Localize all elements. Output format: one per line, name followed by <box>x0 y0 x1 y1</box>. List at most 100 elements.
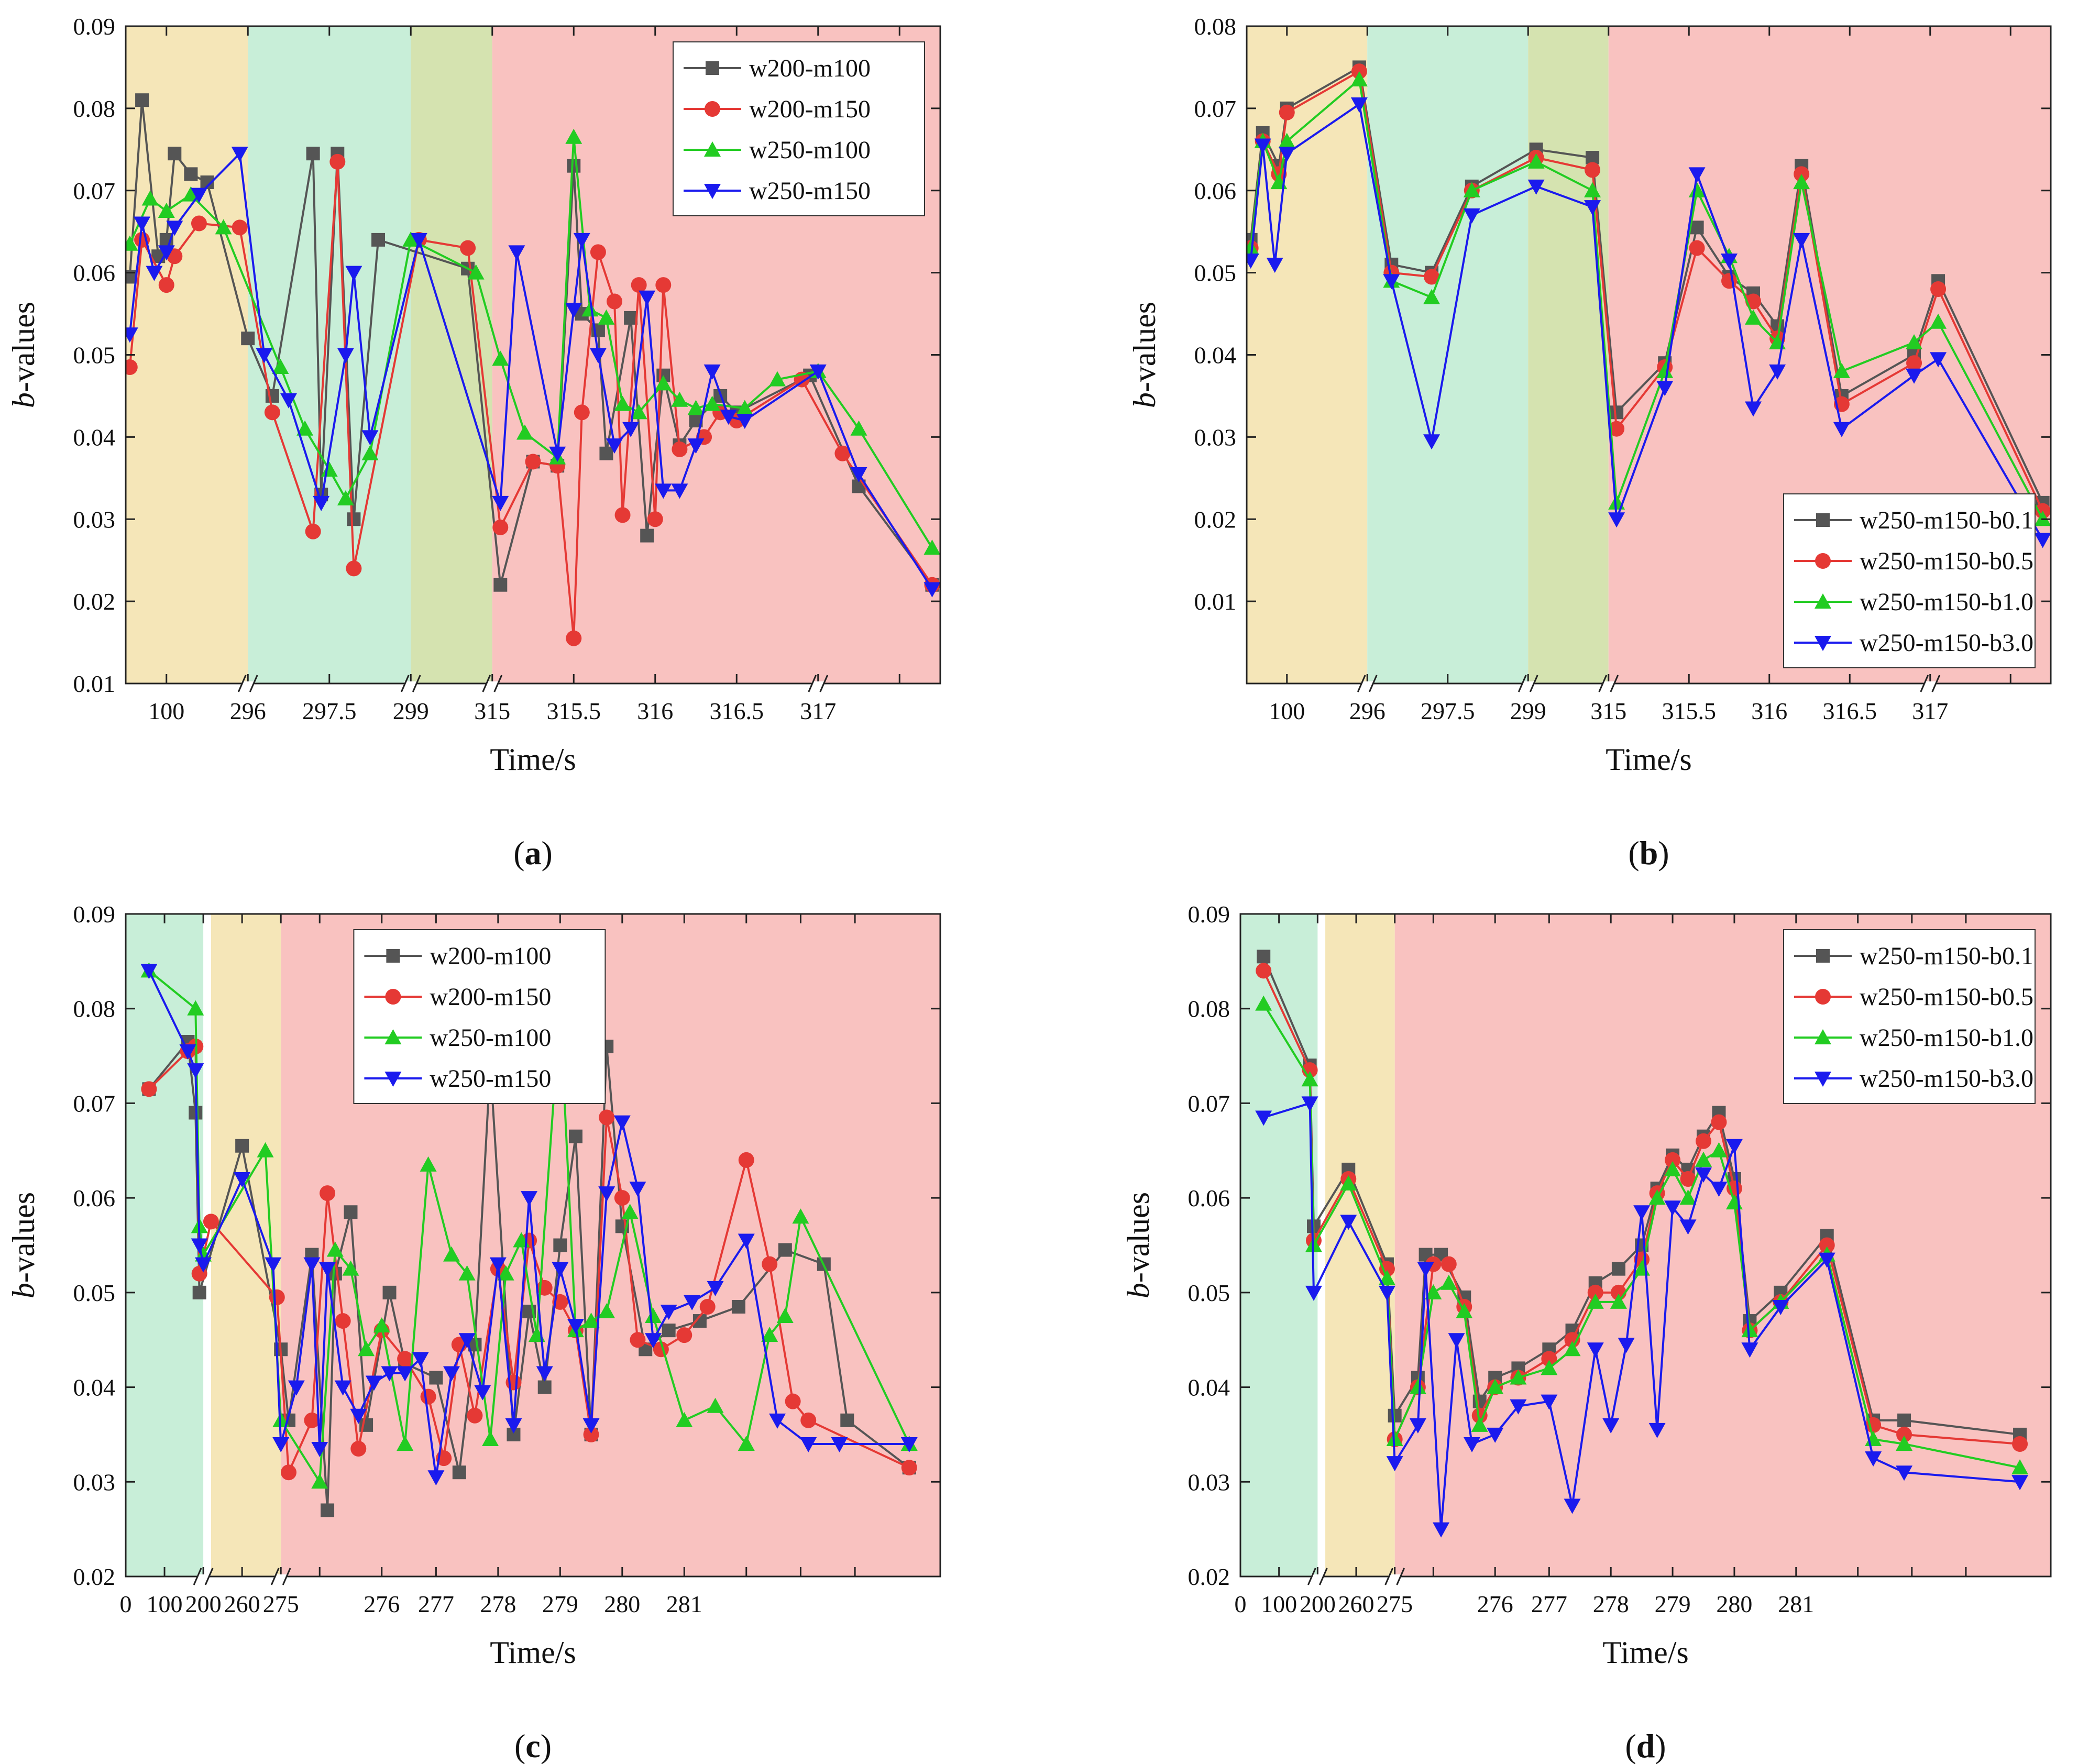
data-point-w250-m100 <box>420 1156 437 1172</box>
legend-label: w200-m100 <box>430 942 551 970</box>
legend-marker-w250-m100 <box>384 1029 402 1044</box>
data-point-w250-m100 <box>458 1265 476 1281</box>
data-point-w250-m150-b3.0 <box>1656 381 1674 396</box>
data-point-w250-m150 <box>458 1333 476 1349</box>
legend-label: w200-m150 <box>430 983 551 1011</box>
axis-break-mark <box>412 675 421 692</box>
data-point-w250-m150-b1.0 <box>1510 1369 1527 1385</box>
caption-close: ) <box>1655 1727 1666 1764</box>
data-point-w250-m150-b1.0 <box>1255 995 1272 1011</box>
data-point-w250-m150 <box>412 1352 429 1368</box>
legend-label: w200-m150 <box>749 95 871 123</box>
data-point-w250-m150-b3.0 <box>1664 1200 1681 1216</box>
data-point-w250-m150 <box>831 1437 848 1452</box>
y-tick-label: 0.02 <box>73 1563 116 1590</box>
data-point-w250-m150-b3.0 <box>1340 1215 1357 1230</box>
data-point-w250-m150-b3.0 <box>1433 1522 1450 1538</box>
data-point-w250-m100 <box>187 1000 204 1016</box>
data-point-w250-m150-b1.0 <box>1896 1436 1913 1451</box>
data-point-w250-m150-b3.0 <box>1305 1285 1322 1301</box>
data-point-w250-m150 <box>179 1044 196 1060</box>
data-point-w200-m150 <box>630 1332 646 1348</box>
data-point-w200-m150 <box>305 523 321 539</box>
legend-marker-w250-m150-b0.1 <box>1816 949 1830 963</box>
data-point-w250-m150-b1.0 <box>1745 309 1762 325</box>
data-point-w250-m100 <box>655 375 672 391</box>
data-point-w250-m150-b1.0 <box>1710 1142 1728 1157</box>
data-point-w250-m100 <box>402 231 420 247</box>
series-line-w200-m100 <box>148 1040 910 1512</box>
data-point-w250-m150-b1.0 <box>1695 1151 1712 1167</box>
data-point-w250-m150-b0.1 <box>1257 950 1271 964</box>
axis-break-mark <box>808 675 817 692</box>
x-axis-title: Time/s <box>1606 742 1692 777</box>
data-point-w250-m150 <box>195 1257 212 1273</box>
data-point-w200-m150 <box>607 293 622 310</box>
data-point-w250-m100 <box>598 309 615 325</box>
data-point-w200-m150 <box>320 1185 336 1201</box>
data-point-w250-m100 <box>126 235 138 251</box>
data-point-w250-m100 <box>257 1142 274 1157</box>
x-tick-label: 280 <box>604 1591 640 1617</box>
data-point-w250-m150 <box>187 1063 204 1079</box>
data-point-w250-m150-b3.0 <box>1301 1096 1318 1112</box>
data-point-w250-m150-b3.0 <box>1648 1423 1666 1438</box>
data-point-w250-m100 <box>671 391 688 407</box>
data-point-w250-m150 <box>655 483 672 499</box>
chart-panel-d: 0.020.030.040.050.060.070.080.090 100 200 2… <box>1121 901 2052 1764</box>
data-point-w250-m150 <box>361 430 379 446</box>
data-point-w250-m150-b3.0 <box>1741 1342 1758 1358</box>
axis-break-mark <box>270 1568 280 1585</box>
data-point-w200-m150 <box>901 1460 917 1476</box>
data-point-w250-m100 <box>215 219 232 235</box>
x-tick-label: 200 <box>1300 1591 1336 1617</box>
axis-break-gap <box>1522 681 1535 686</box>
axis-break-mark <box>1368 675 1378 692</box>
data-point-w250-m150 <box>598 1186 615 1202</box>
y-axis-title-variable: b <box>1127 392 1162 408</box>
legend-marker-w250-m150-b3.0 <box>1815 1072 1831 1087</box>
data-point-w250-m150 <box>508 245 525 261</box>
y-axis-title-variable: b <box>6 1283 41 1298</box>
data-point-w200-m100 <box>599 446 613 460</box>
data-point-w250-m100 <box>397 1436 414 1451</box>
data-point-w250-m150 <box>565 303 582 318</box>
x-tick-label: 279 <box>542 1591 578 1617</box>
data-point-w250-m150-b1.0 <box>1741 1322 1758 1338</box>
data-point-w250-m100 <box>776 1308 794 1324</box>
data-point-w250-m100 <box>621 1204 639 1219</box>
x-tick-label: 316.5 <box>1823 698 1877 724</box>
data-point-w250-m100 <box>516 424 533 440</box>
data-point-w250-m100 <box>182 186 200 202</box>
panel-caption: (d) <box>1625 1727 1666 1764</box>
data-point-w250-m150-b0.5 <box>1696 1133 1711 1149</box>
legend-marker-w250-m150-b1.0 <box>1815 593 1831 609</box>
data-point-w250-m150 <box>234 1172 251 1187</box>
caption-open: ( <box>1625 1727 1636 1764</box>
data-point-w250-m150-b3.0 <box>1633 1205 1651 1221</box>
phase-region-3 <box>411 26 492 683</box>
data-point-w250-m150-b1.0 <box>1456 1303 1473 1318</box>
data-point-w250-m100 <box>598 1303 615 1318</box>
data-point-w200-m100 <box>493 578 508 592</box>
data-point-w250-m150-b1.0 <box>1587 1293 1604 1309</box>
data-point-w250-m150-b1.0 <box>1487 1379 1504 1394</box>
data-point-w250-m150-b3.0 <box>1906 368 1923 384</box>
data-point-w250-m100 <box>769 371 786 387</box>
data-point-w250-m150-b1.0 <box>1564 1341 1581 1357</box>
legend-label: w250-m150-b0.5 <box>1860 547 2033 575</box>
phase-region-2 <box>211 914 281 1576</box>
data-point-w250-m150-b1.0 <box>1278 133 1295 148</box>
axis-break-gap <box>1602 681 1615 686</box>
data-point-w250-m150 <box>231 147 248 162</box>
legend-label: w250-m100 <box>749 136 871 164</box>
data-point-w250-m100 <box>467 264 485 280</box>
data-point-w250-m150 <box>703 364 721 380</box>
panel-caption: (b) <box>1628 834 1669 872</box>
x-tick-label: 315.5 <box>547 698 601 724</box>
axis-break-gap <box>1923 681 1937 686</box>
data-point-w250-m150-b3.0 <box>1254 138 1271 154</box>
data-point-w200-m150 <box>350 1441 367 1457</box>
y-axis-title: b-values <box>1121 1192 1156 1298</box>
data-point-w200-m100 <box>168 147 182 161</box>
